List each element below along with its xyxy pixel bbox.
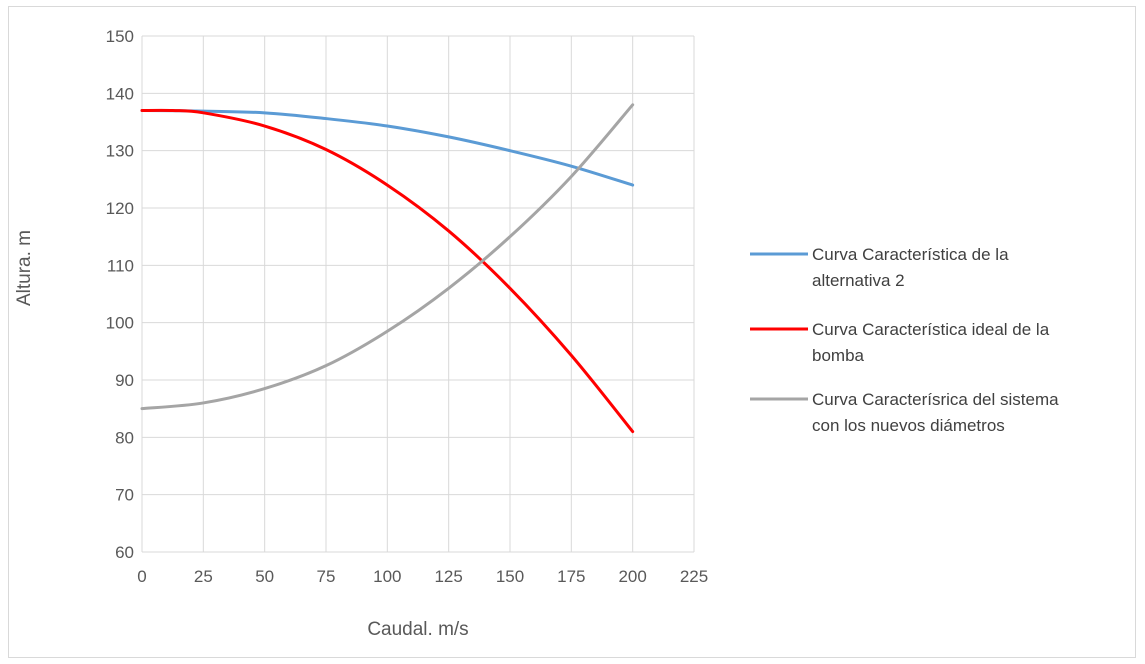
y-tick-label: 100 xyxy=(106,314,134,333)
y-tick-label: 120 xyxy=(106,199,134,218)
series-lines xyxy=(140,103,635,434)
y-tick-label: 90 xyxy=(115,371,134,390)
legend-label-2: Curva Característica ideal de la xyxy=(812,320,1050,339)
legend: Curva Característica de la alternativa 2 C… xyxy=(750,245,1059,435)
x-tick-label: 225 xyxy=(680,567,708,586)
x-tick-label: 100 xyxy=(373,567,401,586)
x-tick-label: 0 xyxy=(137,567,146,586)
x-tick-label: 175 xyxy=(557,567,585,586)
series-line-1 xyxy=(140,109,635,187)
legend-label-2: bomba xyxy=(812,346,865,365)
x-axis-title: Caudal. m/s xyxy=(367,619,468,640)
y-tick-label: 70 xyxy=(115,486,134,505)
x-tick-label: 200 xyxy=(618,567,646,586)
tick-labels: 60 70 80 90 100 110 120 130 140 150 0 25 50 75 100 125 1… xyxy=(106,27,709,586)
series-line-3 xyxy=(140,103,635,411)
y-tick-label: 130 xyxy=(106,142,134,161)
y-tick-label: 80 xyxy=(115,428,134,447)
grid xyxy=(141,35,695,553)
legend-label-1: alternativa 2 xyxy=(812,271,905,290)
x-tick-label: 25 xyxy=(194,567,213,586)
x-tick-label: 150 xyxy=(496,567,524,586)
x-tick-label: 125 xyxy=(434,567,462,586)
x-tick-label: 50 xyxy=(255,567,274,586)
y-tick-label: 60 xyxy=(115,543,134,562)
y-axis-title: Altura. m xyxy=(14,230,35,306)
y-tick-label: 150 xyxy=(106,27,134,46)
legend-label-3: con los nuevos diámetros xyxy=(812,416,1005,435)
y-tick-label: 140 xyxy=(106,84,134,103)
series-line-2 xyxy=(140,108,635,434)
x-tick-label: 75 xyxy=(317,567,336,586)
legend-label-3: Curva Caracterísrica del sistema xyxy=(812,390,1059,409)
legend-label-1: Curva Característica de la xyxy=(812,245,1009,264)
y-tick-label: 110 xyxy=(107,256,134,275)
chart-frame xyxy=(8,6,1136,658)
